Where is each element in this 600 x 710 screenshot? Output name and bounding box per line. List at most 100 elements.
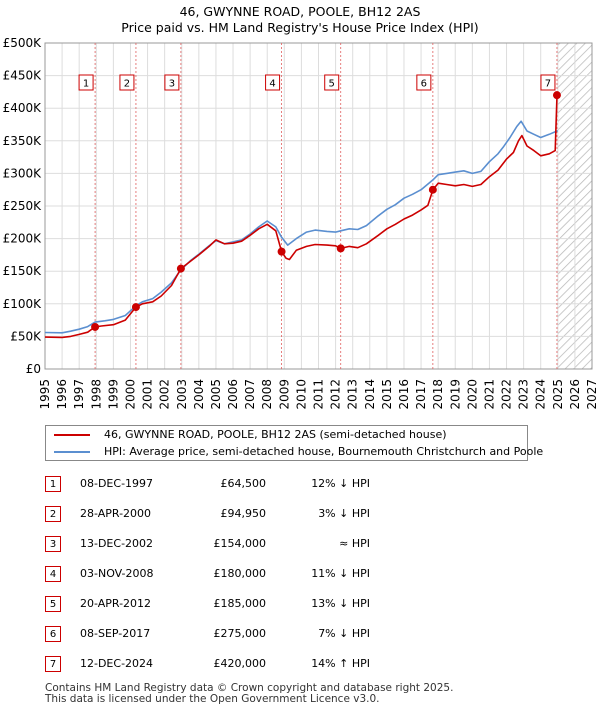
y-tick-label: £400K — [3, 101, 43, 115]
sale-marker-box — [324, 74, 340, 91]
sale-hpi-comparison: ≈ HPI — [339, 537, 370, 550]
y-tick-label: £250K — [3, 199, 43, 213]
sale-marker-label: 2 — [124, 79, 130, 90]
x-tick-label: 2017 — [414, 379, 428, 410]
table-row: 3 13-DEC-2002 £154,000 ≈ HPI — [0, 535, 600, 553]
sale-date: 03-NOV-2008 — [80, 567, 154, 580]
table-row: 4 03-NOV-2008 £180,000 11% ↓ HPI — [0, 565, 600, 583]
property-price-line — [44, 94, 558, 339]
x-tick-label: 2005 — [209, 379, 223, 410]
x-tick-label: 2014 — [363, 379, 377, 410]
sale-number-badge: 6 — [45, 626, 61, 642]
sale-date: 20-APR-2012 — [80, 597, 152, 610]
sale-marker-box — [164, 74, 180, 91]
x-tick-label: 2015 — [380, 379, 394, 410]
x-tick-label: 2025 — [551, 379, 565, 410]
chart-legend: 46, GWYNNE ROAD, POOLE, BH12 2AS (semi-d… — [45, 425, 543, 461]
x-tick-label: 2027 — [585, 379, 599, 410]
x-tick-label: 2004 — [192, 379, 206, 410]
x-tick-label: 2018 — [431, 379, 445, 410]
y-tick-label: £350K — [3, 134, 43, 148]
legend-label-property: 46, GWYNNE ROAD, POOLE, BH12 2AS (semi-d… — [104, 428, 447, 441]
y-tick-label: £50K — [10, 329, 42, 343]
x-tick-label: 2009 — [277, 379, 291, 410]
y-tick-label: £0 — [26, 362, 41, 376]
sale-price: £275,000 — [213, 627, 267, 640]
chart-subtitle: Price paid vs. HM Land Registry's House … — [121, 20, 479, 35]
sale-price: £185,000 — [213, 597, 267, 610]
x-tick-label: 2006 — [226, 379, 240, 410]
sale-marker-label: 4 — [269, 79, 275, 90]
x-tick-label: 2003 — [175, 379, 189, 410]
y-tick-label: £100K — [3, 297, 43, 311]
chart-title: 46, GWYNNE ROAD, POOLE, BH12 2AS — [179, 4, 421, 19]
sale-marker-box — [540, 74, 556, 91]
sale-point — [176, 264, 185, 273]
x-tick-label: 2024 — [534, 379, 548, 410]
sale-price: £420,000 — [213, 657, 267, 670]
footer-line-licence: This data is licensed under the Open Gov… — [45, 693, 380, 705]
sale-point — [131, 303, 140, 312]
plot-frame — [44, 42, 593, 370]
legend-swatch-hpi — [54, 451, 90, 453]
sale-price: £180,000 — [213, 567, 267, 580]
legend-item-hpi: HPI: Average price, semi-detached house,… — [54, 444, 543, 460]
sale-point — [277, 247, 286, 256]
y-tick-label: £200K — [3, 232, 43, 246]
x-tick-label: 2013 — [346, 379, 360, 410]
legend-item-property: 46, GWYNNE ROAD, POOLE, BH12 2AS (semi-d… — [54, 427, 447, 443]
table-row: 5 20-APR-2012 £185,000 13% ↓ HPI — [0, 595, 600, 613]
sale-hpi-comparison: 12% ↓ HPI — [311, 477, 370, 490]
x-tick-label: 2002 — [158, 379, 172, 410]
sale-hpi-comparison: 11% ↓ HPI — [311, 567, 370, 580]
sale-date: 08-SEP-2017 — [80, 627, 151, 640]
x-tick-label: 2020 — [465, 379, 479, 410]
x-tick-label: 2022 — [500, 379, 514, 410]
y-tick-label: £500K — [3, 36, 43, 50]
x-tick-label: 2000 — [123, 379, 137, 410]
x-tick-label: 2010 — [294, 379, 308, 410]
y-tick-label: £450K — [3, 69, 43, 83]
x-tick-label: 1998 — [89, 379, 103, 410]
table-row: 1 08-DEC-1997 £64,500 12% ↓ HPI — [0, 475, 600, 493]
x-tick-label: 2007 — [243, 379, 257, 410]
y-tick-label: £150K — [3, 264, 43, 278]
x-tick-label: 2023 — [517, 379, 531, 410]
sale-marker-box — [78, 74, 94, 91]
sale-marker-box — [265, 74, 281, 91]
sale-marker-label: 7 — [545, 79, 551, 90]
sale-date: 13-DEC-2002 — [80, 537, 154, 550]
x-tick-label: 2019 — [448, 379, 462, 410]
sale-marker-label: 5 — [329, 79, 335, 90]
sale-hpi-comparison: 14% ↑ HPI — [311, 657, 370, 670]
sale-marker-box — [119, 74, 135, 91]
table-row: 7 12-DEC-2024 £420,000 14% ↑ HPI — [0, 655, 600, 673]
sale-number-badge: 1 — [45, 476, 61, 492]
x-tick-label: 2016 — [397, 379, 411, 410]
sale-point — [552, 91, 561, 100]
sale-point — [336, 244, 345, 253]
sale-price: £94,950 — [220, 507, 267, 520]
sale-number-badge: 2 — [45, 506, 61, 522]
table-row: 6 08-SEP-2017 £275,000 7% ↓ HPI — [0, 625, 600, 643]
legend-label-hpi: HPI: Average price, semi-detached house,… — [104, 445, 544, 458]
x-tick-label: 1995 — [38, 379, 52, 410]
sale-point — [428, 185, 437, 194]
x-tick-label: 1999 — [106, 379, 120, 410]
sale-marker-label: 3 — [169, 79, 175, 90]
sale-marker-label: 1 — [83, 79, 89, 90]
legend-swatch-property — [54, 434, 90, 436]
x-tick-label: 2008 — [260, 379, 274, 410]
sale-marker-box — [416, 74, 432, 91]
sale-point — [91, 322, 100, 331]
sale-date: 28-APR-2000 — [80, 507, 152, 520]
footer-attribution: Contains HM Land Registry data © Crown c… — [45, 683, 453, 705]
sale-price: £154,000 — [213, 537, 267, 550]
sale-number-badge: 7 — [45, 656, 61, 672]
table-row: 2 28-APR-2000 £94,950 3% ↓ HPI — [0, 505, 600, 523]
x-tick-label: 2026 — [568, 379, 582, 410]
sale-hpi-comparison: 7% ↓ HPI — [318, 627, 370, 640]
y-tick-label: £300K — [3, 166, 43, 180]
sale-price: £64,500 — [220, 477, 267, 490]
sale-hpi-comparison: 13% ↓ HPI — [311, 597, 370, 610]
